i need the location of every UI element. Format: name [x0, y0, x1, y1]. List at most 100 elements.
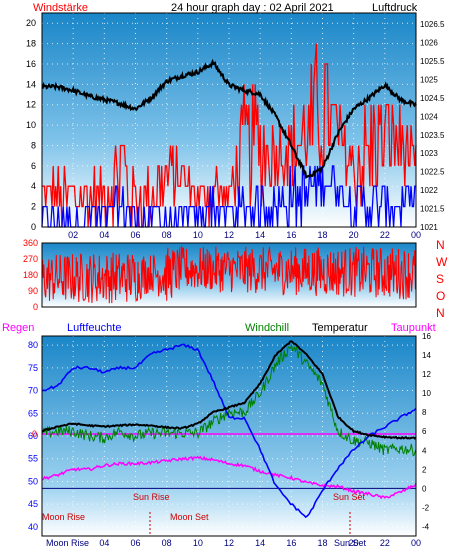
- wind-tick-label: 12: [26, 100, 36, 110]
- wind-tick-label: 14: [26, 79, 36, 89]
- climate-x-axis-ticks: 04 06 08 10 12 14 16 18 20 22 00: [99, 538, 421, 548]
- windchill-label: Windchill: [245, 322, 289, 334]
- temperature-axis-ticks: -4 -2 0 2 4 6 8 10 12 14 16: [422, 332, 431, 531]
- pressure-tick-label: 1022.5: [420, 168, 445, 177]
- wind-tick-label: 18: [26, 39, 36, 49]
- windchill-line: [41, 344, 417, 457]
- bottom-moon-rise: Moon Rise: [46, 538, 89, 548]
- wind-tick-label: 0: [31, 222, 36, 232]
- temperature-tick-label: 4: [422, 446, 427, 455]
- temperature-tick-label: -2: [422, 503, 430, 512]
- humidity-axis-ticks: 40 45 50 55 60 65 70 75 80: [28, 340, 38, 532]
- pressure-tick-label: 1023: [420, 149, 438, 158]
- pressure-tick-label: 1026.5: [420, 20, 445, 29]
- pressure-tick-label: 1022: [420, 186, 438, 195]
- pressure-tick-label: 1025: [420, 75, 438, 84]
- compass-label: O: [436, 289, 445, 303]
- hour-tick-label: 16: [286, 538, 296, 548]
- moon-rise-label: Moon Rise: [42, 512, 85, 522]
- hour-tick-label: 10: [193, 538, 203, 548]
- moon-set-label: Moon Set: [170, 512, 209, 522]
- humidity-tick-label: 75: [28, 363, 38, 373]
- wind-tick-label: 20: [26, 18, 36, 28]
- temperature-tick-label: 14: [422, 351, 431, 360]
- compass-label: W: [436, 255, 448, 269]
- bottom-sun-set: Sun Set: [334, 538, 367, 548]
- sun-rise-label: Sun Rise: [133, 492, 170, 502]
- temperatur-label: Temperatur: [312, 322, 368, 334]
- hour-tick-label: 02: [68, 230, 78, 240]
- direction-tick-label: 360: [23, 238, 38, 248]
- hour-tick-label: 08: [162, 230, 172, 240]
- pressure-tick-label: 1024.5: [420, 94, 445, 103]
- hour-tick-label: 14: [255, 230, 265, 240]
- hour-tick-label: 06: [130, 538, 140, 548]
- temperature-tick-label: 6: [422, 427, 427, 436]
- wind-tick-label: 4: [31, 181, 36, 191]
- windstaerke-label: Windstärke: [33, 2, 88, 14]
- direction-tick-label: 0: [33, 302, 38, 312]
- humidity-tick-label: 50: [28, 476, 38, 486]
- pressure-tick-label: 1021.5: [420, 205, 445, 214]
- dewpoint-line: [41, 455, 417, 500]
- direction-axis-ticks: 0 90 180 270 360: [23, 238, 38, 312]
- rain-zero-label: 0: [32, 429, 37, 439]
- hour-tick-label: 06: [130, 230, 140, 240]
- humidity-tick-label: 55: [28, 454, 38, 464]
- humidity-tick-label: 40: [28, 522, 38, 532]
- humidity-tick-label: 70: [28, 386, 38, 396]
- wind-panel-frame: [41, 12, 417, 228]
- wind-direction-series: [41, 245, 417, 304]
- humidity-tick-label: 45: [28, 499, 38, 509]
- wind-tick-label: 10: [26, 120, 36, 130]
- humidity-tick-label: 80: [28, 340, 38, 350]
- hour-tick-label: 18: [317, 538, 327, 548]
- direction-tick-label: 180: [23, 270, 38, 280]
- hour-tick-label: 04: [99, 538, 109, 548]
- hour-tick-label: 10: [193, 230, 203, 240]
- sun-set-label: Sun Set: [333, 492, 366, 502]
- regen-label: Regen: [2, 322, 34, 334]
- hour-tick-label: 12: [224, 538, 234, 548]
- climate-series: [41, 340, 417, 519]
- humidity-tick-label: 60: [28, 431, 38, 441]
- wind-direction-line: [41, 245, 417, 304]
- compass-label: N: [436, 306, 445, 320]
- pressure-tick-label: 1023.5: [420, 131, 445, 140]
- wind-speed-line: [42, 43, 417, 228]
- wind-tick-label: 16: [26, 59, 36, 69]
- temperature-tick-label: 16: [422, 332, 431, 341]
- temperature-tick-label: 8: [422, 408, 427, 417]
- hour-tick-label: 22: [380, 538, 390, 548]
- hour-tick-label: 08: [162, 538, 172, 548]
- hour-tick-label: 18: [317, 230, 327, 240]
- direction-tick-label: 90: [28, 286, 38, 296]
- pressure-tick-label: 1025.5: [420, 57, 445, 66]
- pressure-tick-label: 1026: [420, 39, 438, 48]
- hour-tick-label: 20: [349, 230, 359, 240]
- hour-tick-label: 00: [411, 538, 421, 548]
- hour-tick-label: 22: [380, 230, 390, 240]
- temperature-tick-label: 10: [422, 389, 431, 398]
- wind-x-axis-ticks: 02 04 06 08 10 12 14 16 18 20 22 00: [68, 230, 421, 240]
- pressure-axis-ticks: 1021 1021.5 1022 1022.5 1023 1023.5 1024 1024.5…: [420, 20, 445, 232]
- direction-tick-label: 270: [23, 254, 38, 264]
- hour-tick-label: 14: [255, 538, 265, 548]
- humidity-line: [41, 343, 417, 519]
- wind-axis-ticks: 0 2 4 6 8 10 12 14 16 18 20: [26, 18, 36, 232]
- luftdruck-label: Luftdruck: [372, 2, 418, 14]
- taupunkt-label: Taupunkt: [391, 322, 436, 334]
- temperature-tick-label: 0: [422, 484, 427, 493]
- wind-tick-label: 8: [31, 140, 36, 150]
- hour-tick-label: 16: [286, 230, 296, 240]
- wind-tick-label: 6: [31, 161, 36, 171]
- temperature-tick-label: -4: [422, 522, 430, 531]
- wind-panel-grid: [42, 13, 416, 228]
- compass-label: N: [436, 238, 445, 252]
- hour-tick-label: 04: [99, 230, 109, 240]
- compass-label: S: [436, 272, 444, 286]
- climate-panel-frame: [41, 335, 417, 537]
- temperature-tick-label: 2: [422, 465, 427, 474]
